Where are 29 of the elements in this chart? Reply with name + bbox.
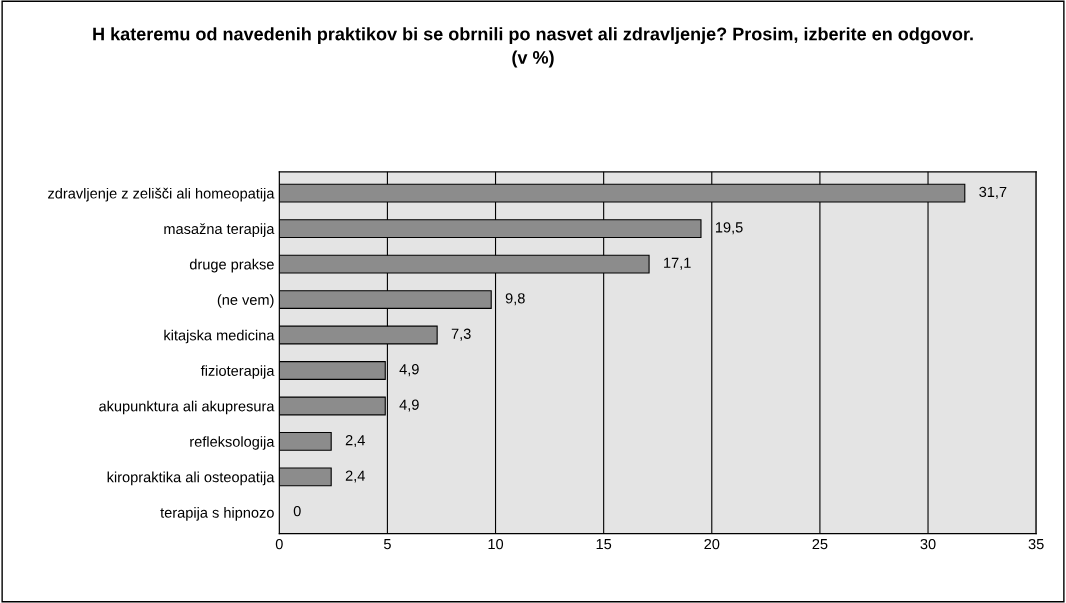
x-tick-label: 0 — [275, 538, 283, 550]
data-label: 31,7 — [979, 186, 1007, 199]
data-label: 0 — [293, 505, 301, 517]
y-tick-label: (ne vem) — [217, 294, 274, 308]
y-tick-label: kiropraktika ali osteopatija — [107, 471, 275, 486]
data-label: 2,4 — [345, 470, 365, 483]
data-label: 7,3 — [451, 328, 471, 341]
data-label: 17,1 — [664, 257, 691, 270]
data-label: 9,8 — [505, 293, 525, 306]
x-tick-label: 15 — [596, 539, 612, 550]
data-label: 19,5 — [715, 222, 743, 235]
y-tick-label: fizioterapija — [200, 365, 275, 379]
chart-title: H kateremu od navedenih praktikov bi se obrnili po nasvet ali zdravljenje? Prosim, izberite en odgovor. (v %) — [93, 27, 973, 68]
x-tick-label: 25 — [812, 538, 828, 550]
x-tick-label: 35 — [1028, 538, 1044, 550]
x-tick-label: 10 — [488, 538, 504, 550]
data-label: 4,9 — [399, 399, 419, 412]
data-label: 2,4 — [345, 435, 365, 448]
y-tick-label: terapija s hipnozo — [160, 507, 274, 521]
y-tick-label: druge prakse — [189, 258, 274, 273]
y-tick-label: refleksologija — [190, 436, 275, 450]
x-tick-label: 30 — [920, 538, 936, 550]
x-tick-label: 5 — [383, 539, 391, 550]
y-tick-label: zdravljenje z zelišči ali homeopatija — [48, 187, 275, 202]
y-tick-label: masažna terapija — [164, 223, 275, 237]
data-label: 4,9 — [399, 364, 419, 377]
y-tick-label: akupunktura ali akupresura — [99, 400, 275, 415]
x-tick-label: 20 — [704, 538, 720, 550]
y-tick-label: kitajska medicina — [164, 329, 275, 344]
